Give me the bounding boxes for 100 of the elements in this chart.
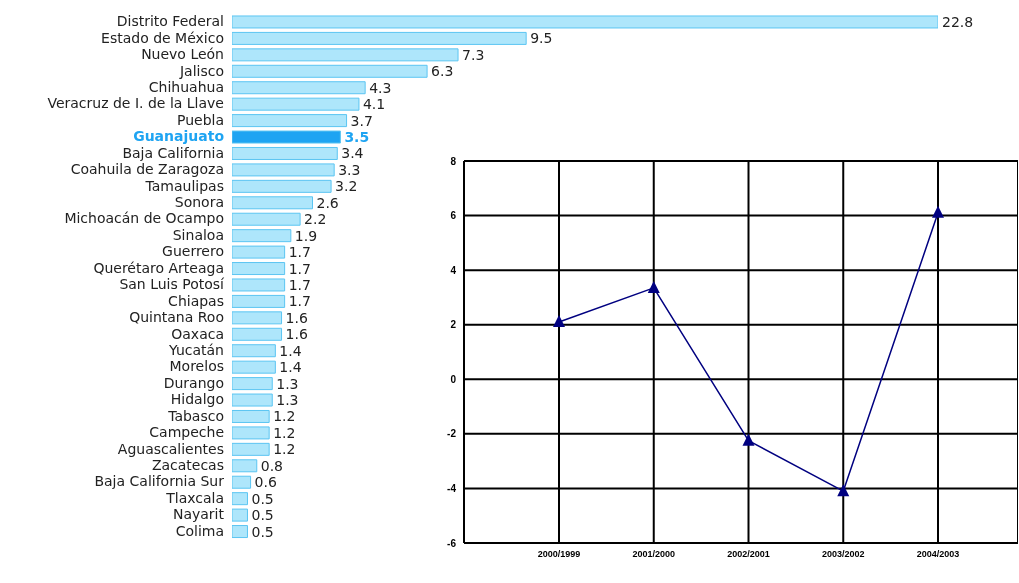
data-label: 3.5 <box>344 129 370 146</box>
point <box>742 433 755 446</box>
x-tick-label: 2002/2001 <box>727 549 770 560</box>
data-label: 2.2 <box>304 211 327 228</box>
data-label: 1.3 <box>276 392 299 409</box>
data-label: 4.3 <box>369 79 392 96</box>
bar <box>232 360 276 374</box>
y-tick-label: Guerrero <box>162 243 224 260</box>
data-label: 1.6 <box>285 309 308 326</box>
data-label: 4.1 <box>362 96 386 113</box>
bar <box>232 130 341 144</box>
bar <box>232 278 286 292</box>
y-tick-label: Puebla <box>176 111 224 128</box>
bar <box>232 97 360 111</box>
bar <box>232 377 273 391</box>
y-tick-label: Querétaro Arteaga <box>93 259 224 276</box>
data-label: 3.7 <box>350 112 373 129</box>
y-tick-label: Oaxaca <box>171 325 224 342</box>
y-tick-label: -2 <box>447 428 457 440</box>
x-tick-label: 2004/2003 <box>916 549 960 560</box>
y-tick-label: Sinaloa <box>172 226 224 243</box>
bar <box>232 294 286 308</box>
data-label: 3.3 <box>338 161 361 178</box>
y-tick-label: Sonora <box>174 194 224 211</box>
bar <box>232 212 301 226</box>
y-tick-label: Tabasco <box>167 407 224 424</box>
data-label: 1.7 <box>288 293 311 310</box>
data-label: 0.8 <box>260 457 284 474</box>
y-tick-label: Michoacán de Ocampo <box>64 210 224 227</box>
y-tick-label: Durango <box>163 374 224 391</box>
point <box>553 314 565 327</box>
data-label: 0.5 <box>251 507 274 524</box>
y-tick-label: 8 <box>450 155 457 167</box>
bar <box>232 525 248 539</box>
y-tick-label: Jalisco <box>178 62 224 79</box>
point <box>837 484 850 497</box>
y-tick-label: Tlaxcala <box>165 489 224 506</box>
y-tick-label: Aguascalientes <box>117 440 224 457</box>
bar <box>232 327 283 341</box>
data-label: 7.3 <box>462 46 485 63</box>
y-tick-label: Baja California Sur <box>94 473 225 490</box>
data-label: 1.9 <box>294 227 318 244</box>
data-label: 0.5 <box>251 523 274 540</box>
y-tick-label: Tamaulipas <box>144 177 224 194</box>
y-tick-label: 4 <box>450 264 457 276</box>
y-tick-label: 0 <box>450 373 457 385</box>
y-tick-label: Veracruz de I. de la Llave <box>47 95 224 112</box>
data-label: 3.2 <box>335 178 358 195</box>
data-label: 0.5 <box>251 490 274 507</box>
data-label: 1.3 <box>276 375 299 392</box>
bar <box>232 508 248 522</box>
bar <box>232 48 459 62</box>
x-tick-label: 2003/2002 <box>821 549 865 560</box>
bar <box>232 245 286 259</box>
y-tick-label: -6 <box>447 537 457 549</box>
y-tick-label: Colima <box>175 522 224 539</box>
data-label: 9.5 <box>530 30 553 47</box>
y-tick-label: Quintana Roo <box>129 309 224 326</box>
bar <box>232 229 292 243</box>
y-tick-label: Zacatecas <box>151 457 224 474</box>
y-tick-label: Distrito Federal <box>116 13 224 30</box>
bar <box>232 311 283 325</box>
y-tick-label: 2 <box>450 319 457 331</box>
y-tick-label: Estado de México <box>101 29 224 46</box>
bar <box>232 81 366 95</box>
data-label: 1.2 <box>273 408 296 425</box>
y-tick-label: Chiapas <box>168 292 224 309</box>
bar <box>232 114 348 128</box>
data-label: 1.7 <box>288 260 311 277</box>
y-tick-label: Yucatán <box>167 341 224 358</box>
data-label: 1.4 <box>279 342 302 359</box>
data-label: 22.8 <box>942 13 974 30</box>
bar <box>232 31 527 45</box>
point <box>932 205 944 218</box>
x-tick-label: 2000/1999 <box>537 549 581 560</box>
y-tick-label: Campeche <box>149 424 224 441</box>
bar <box>232 442 270 456</box>
bar <box>232 393 273 407</box>
bar <box>232 146 338 160</box>
bar <box>232 262 286 276</box>
point <box>647 280 660 293</box>
data-label: 1.4 <box>279 359 302 376</box>
y-tick-label: Coahuila de Zaragoza <box>70 161 224 178</box>
data-label: 1.7 <box>288 276 311 293</box>
bar <box>232 196 314 210</box>
bar <box>232 64 428 78</box>
data-label: 1.6 <box>285 326 308 343</box>
bar <box>232 179 332 193</box>
bar <box>232 163 335 177</box>
y-tick-label: San Luis Potosí <box>119 276 226 293</box>
y-tick-label: Nayarit <box>172 506 225 523</box>
x-tick-label: 2001/2000 <box>632 549 676 560</box>
bar <box>232 426 270 440</box>
data-label: 2.6 <box>316 194 339 211</box>
bar <box>232 459 258 473</box>
bar <box>232 15 938 29</box>
y-tick-label: Hidalgo <box>170 391 224 408</box>
y-tick-label: Morelos <box>169 358 224 375</box>
data-label: 6.3 <box>431 63 454 80</box>
y-tick-label: 6 <box>450 210 457 222</box>
